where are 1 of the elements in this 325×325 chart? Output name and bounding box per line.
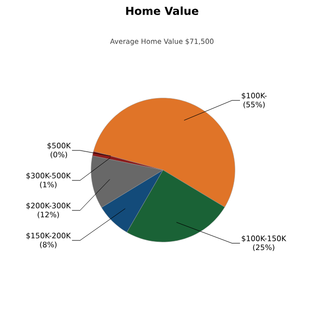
chart-title: Home Value [126, 6, 198, 15]
